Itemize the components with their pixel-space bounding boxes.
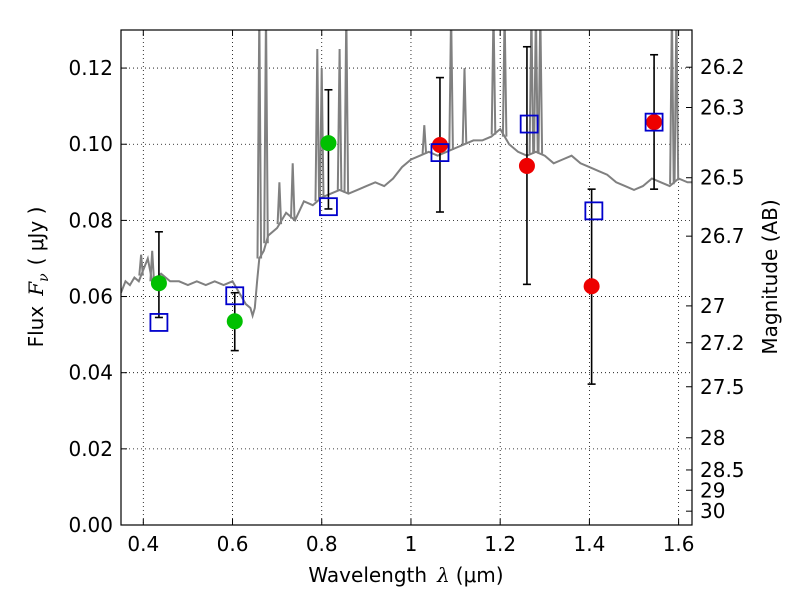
x-tick-label: 0.4 <box>127 532 159 556</box>
y-axis-label: FluxFν( μJy ) <box>24 207 52 348</box>
spectrum-emission-line <box>673 30 680 181</box>
spectrum-emission-line <box>319 68 325 198</box>
spectrum-emission-line <box>421 125 428 154</box>
spectrum-emission-line <box>336 48 343 190</box>
y-tick-label: 0.00 <box>68 513 113 537</box>
x-tick-label: 1.2 <box>484 532 516 556</box>
model-square-point <box>644 112 664 132</box>
spectrum-emission-line <box>461 68 468 145</box>
mag-tick-label: 30 <box>700 499 725 523</box>
y-tick-label: 0.08 <box>68 208 113 232</box>
green-data-point <box>150 275 167 292</box>
model-square-point <box>430 143 450 163</box>
model-spectrum <box>121 30 692 320</box>
spectrum-emission-line <box>314 48 321 202</box>
y-tick-label: 0.04 <box>68 361 113 385</box>
spectrum-emission-line <box>263 30 269 244</box>
grid <box>121 30 692 526</box>
spectrum-emission-line <box>537 30 544 154</box>
spectrum-emission-line <box>528 30 535 154</box>
mag-tick-label: 28.5 <box>700 458 745 482</box>
model-square-point <box>519 114 539 134</box>
spectrum-emission-line <box>149 250 155 282</box>
spectrum-emission-line <box>669 30 675 185</box>
y-tick-label: 0.06 <box>68 285 113 309</box>
red-data-point <box>646 114 663 131</box>
spectrum-emission-line <box>256 30 263 259</box>
model-square-point <box>584 201 604 221</box>
model-square-point <box>319 197 338 217</box>
model-square-point <box>225 286 245 306</box>
spectrum-emission-line <box>448 30 454 150</box>
spectrum-emission-line <box>490 30 497 135</box>
green-data-point <box>226 313 243 330</box>
x-tick-label: 1.6 <box>663 532 695 556</box>
mag-tick-label: 27.5 <box>700 375 745 399</box>
mag-tick-label: 26.5 <box>700 166 745 190</box>
spectrum-emission-line <box>138 254 144 276</box>
plot-frame <box>120 29 693 526</box>
spectrum-emission-line <box>343 30 350 193</box>
red-data-point <box>518 157 535 174</box>
x-tick-label: 1 <box>405 532 418 556</box>
x-tick-label: 0.8 <box>306 532 338 556</box>
mag-tick-label: 26.3 <box>700 95 745 119</box>
mag-tick-label: 26.2 <box>700 55 745 79</box>
green-data-point <box>320 135 337 152</box>
y-tick-label: 0.02 <box>68 437 113 461</box>
axis-ticks: 0.4 0.6 0.8 1 1.2 1.4 1.6 0.00 0.02 0.04 0.06 0.08 0… <box>68 30 745 556</box>
mag-tick-label: 27.2 <box>700 331 745 355</box>
mag-tick-label: 27 <box>700 294 725 318</box>
model-square-point <box>149 313 169 332</box>
spectrum-line <box>121 127 692 320</box>
x-tick-label: 1.4 <box>573 532 605 556</box>
spectrum-emission-line <box>501 30 508 137</box>
y2-axis-label: Magnitude (AB) <box>758 199 782 354</box>
y-tick-label: 0.10 <box>68 132 113 156</box>
spectrum-emission-line <box>276 182 283 225</box>
data-points <box>149 112 664 332</box>
mag-tick-label: 29 <box>700 478 725 502</box>
mag-tick-label: 26.7 <box>700 224 745 248</box>
mag-tick-label: 28 <box>700 426 725 450</box>
x-axis-label: Wavelength λ (μm) <box>308 563 503 587</box>
y-tick-label: 0.12 <box>68 56 113 80</box>
spectrum-emission-line <box>290 163 296 219</box>
red-data-point <box>583 278 600 295</box>
x-tick-label: 0.6 <box>217 532 249 556</box>
spectrum-emission-line <box>533 30 539 152</box>
